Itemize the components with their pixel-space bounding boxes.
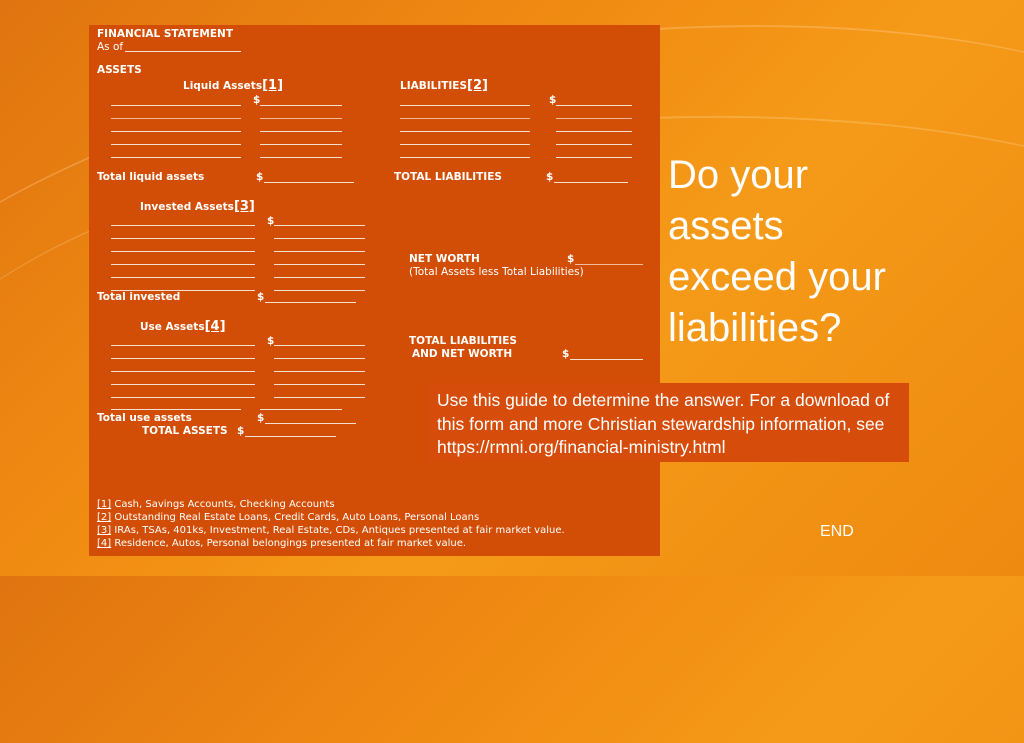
dollar-sign: $ (253, 94, 261, 106)
footnote-ref-3[interactable]: [3] (233, 199, 255, 214)
total-liab-networth-label: TOTAL LIABILITIES (409, 335, 517, 347)
liability-name-line[interactable] (400, 157, 530, 158)
invested-asset-name-line[interactable] (111, 277, 255, 278)
invested-asset-value-line[interactable] (274, 290, 365, 291)
footnote-4: [4] Residence, Autos, Personal belonging… (97, 538, 467, 549)
use-asset-value-line[interactable] (274, 384, 365, 385)
liability-name-line[interactable] (400, 131, 530, 132)
total-liabilities-line[interactable] (554, 182, 628, 183)
use-asset-value-line[interactable] (274, 371, 365, 372)
dollar-sign: $ (546, 171, 554, 183)
liquid-asset-name-line[interactable] (111, 105, 241, 106)
total-assets-line[interactable] (245, 436, 336, 437)
liquid-asset-value-line[interactable] (260, 157, 342, 158)
as-of-blank[interactable] (125, 51, 241, 52)
footnote-2: [2] Outstanding Real Estate Loans, Credi… (97, 512, 480, 523)
footnote-ref-4[interactable]: [4] (204, 319, 226, 334)
financial-statement-form: FINANCIAL STATEMENT As of ASSETS Liquid … (89, 25, 660, 556)
liability-value-line[interactable] (556, 118, 632, 119)
invested-asset-name-line[interactable] (111, 290, 255, 291)
net-worth-line[interactable] (575, 264, 643, 265)
liability-name-line[interactable] (400, 144, 530, 145)
headline-line: exceed your (668, 255, 886, 299)
use-asset-name-line[interactable] (111, 371, 255, 372)
liabilities-heading: LIABILITIES[2] (400, 78, 488, 93)
use-asset-name-line[interactable] (111, 409, 241, 410)
liability-value-line[interactable] (556, 105, 632, 106)
use-asset-name-line[interactable] (111, 358, 255, 359)
liquid-asset-name-line[interactable] (111, 157, 241, 158)
assets-heading: ASSETS (97, 64, 142, 76)
liability-value-line[interactable] (556, 131, 632, 132)
net-worth-note: (Total Assets less Total Liabilities) (409, 266, 584, 278)
footnote-ref-2[interactable]: [2] (467, 78, 488, 93)
liquid-asset-value-line[interactable] (260, 118, 342, 119)
and-net-worth-label: AND NET WORTH (412, 348, 513, 360)
invested-asset-value-line[interactable] (274, 225, 365, 226)
liquid-asset-value-line[interactable] (260, 105, 342, 106)
use-asset-name-line[interactable] (111, 345, 255, 346)
as-of-label: As of (97, 41, 124, 53)
use-asset-name-line[interactable] (111, 397, 255, 398)
invested-asset-value-line[interactable] (274, 277, 365, 278)
footnote-3: [3] IRAs, TSAs, 401ks, Investment, Real … (97, 525, 565, 536)
use-asset-value-line[interactable] (274, 397, 365, 398)
dollar-sign: $ (549, 94, 557, 106)
footnote-ref-1[interactable]: [1] (262, 78, 284, 93)
guide-textbox: Use this guide to determine the answer. … (428, 383, 909, 462)
liability-name-line[interactable] (400, 118, 530, 119)
liquid-asset-value-line[interactable] (260, 131, 342, 132)
dollar-sign: $ (237, 425, 245, 437)
end-label[interactable]: END (820, 523, 854, 540)
net-worth-label: NET WORTH (409, 253, 480, 265)
invested-asset-name-line[interactable] (111, 264, 255, 265)
liquid-asset-name-line[interactable] (111, 118, 241, 119)
total-liquid-label: Total liquid assets (97, 171, 205, 183)
dollar-sign: $ (567, 253, 575, 265)
footnote-1: [1] Cash, Savings Accounts, Checking Acc… (97, 499, 335, 510)
total-invested-label: Total invested (97, 291, 181, 303)
headline-question: Do your assets exceed your liabilities? (668, 150, 968, 354)
use-asset-name-line[interactable] (111, 384, 255, 385)
dollar-sign: $ (267, 215, 275, 227)
total-liab-networth-line[interactable] (570, 359, 643, 360)
liability-name-line[interactable] (400, 105, 530, 106)
invested-assets-heading: Invested Assets[3] (140, 199, 255, 214)
dollar-sign: $ (257, 412, 265, 424)
use-asset-value-line[interactable] (274, 358, 365, 359)
headline-line: assets (668, 204, 784, 248)
liability-value-line[interactable] (556, 144, 632, 145)
headline-line: liabilities? (668, 306, 842, 350)
invested-asset-value-line[interactable] (274, 238, 365, 239)
dollar-sign: $ (257, 291, 265, 303)
total-use-line[interactable] (265, 423, 356, 424)
invested-asset-value-line[interactable] (274, 251, 365, 252)
liquid-assets-heading: Liquid Assets[1] (183, 78, 284, 93)
invested-asset-value-line[interactable] (274, 264, 365, 265)
liquid-asset-value-line[interactable] (260, 144, 342, 145)
total-use-label: Total use assets (97, 412, 192, 424)
liability-value-line[interactable] (556, 157, 632, 158)
invested-asset-name-line[interactable] (111, 251, 255, 252)
invested-asset-name-line[interactable] (111, 238, 255, 239)
form-title: FINANCIAL STATEMENT (97, 28, 233, 40)
total-invested-line[interactable] (265, 302, 356, 303)
use-assets-heading: Use Assets[4] (140, 319, 226, 334)
use-asset-value-line[interactable] (274, 345, 365, 346)
use-asset-value-line[interactable] (260, 409, 342, 410)
headline-line: Do your (668, 153, 809, 197)
total-assets-label: TOTAL ASSETS (142, 425, 228, 437)
liquid-asset-name-line[interactable] (111, 131, 241, 132)
dollar-sign: $ (256, 171, 264, 183)
dollar-sign: $ (562, 348, 570, 360)
total-liabilities-label: TOTAL LIABILITIES (394, 171, 502, 183)
liquid-asset-name-line[interactable] (111, 144, 241, 145)
invested-asset-name-line[interactable] (111, 225, 255, 226)
dollar-sign: $ (267, 335, 275, 347)
total-liquid-line[interactable] (264, 182, 354, 183)
